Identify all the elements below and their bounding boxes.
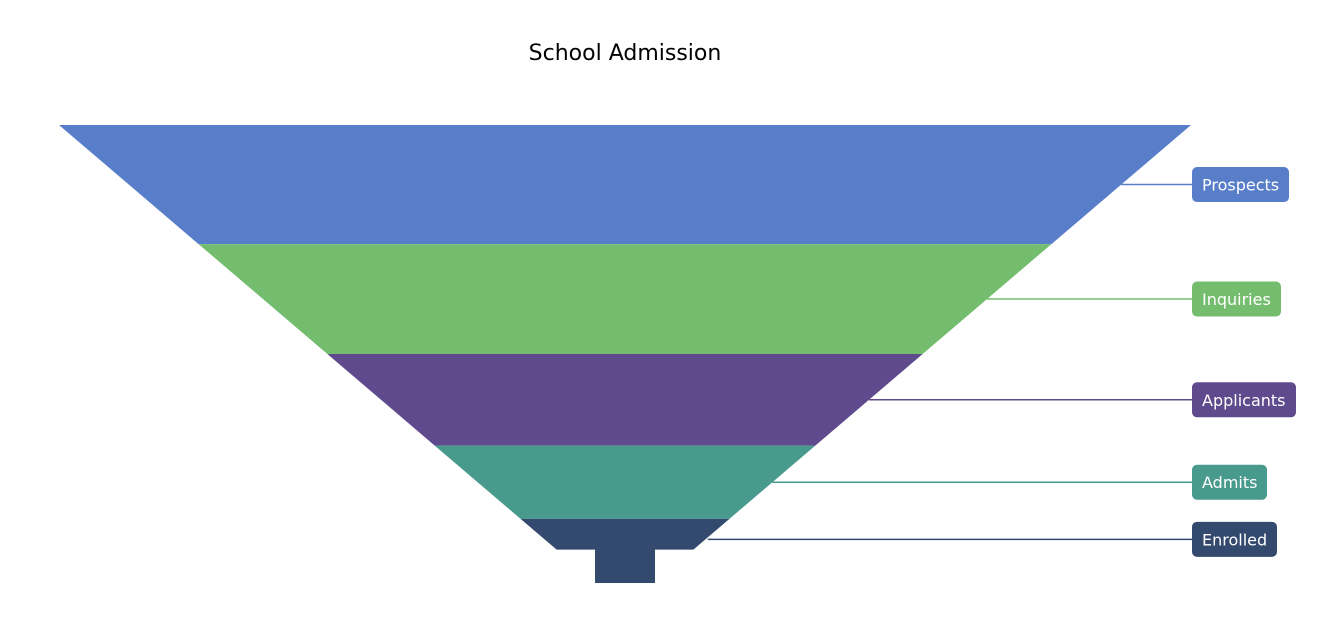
data-label-prospects: Prospects (1202, 176, 1279, 195)
data-label-box-prospects (1192, 167, 1289, 203)
funnel-segment-enrolled (520, 518, 730, 583)
data-label-box-inquiries (1192, 281, 1281, 317)
label-connectors (707, 183, 1192, 541)
data-label-admits: Admits (1202, 473, 1257, 492)
funnel-segment-applicants (327, 354, 923, 446)
chart-title: School Admission (529, 41, 722, 66)
data-label-inquiries: Inquiries (1202, 290, 1271, 309)
funnel-segment-prospects (59, 125, 1191, 245)
data-label-enrolled: Enrolled (1202, 530, 1267, 549)
funnel-segment-inquiries (198, 244, 1052, 354)
data-label-box-admits (1192, 464, 1267, 500)
data-label-applicants: Applicants (1202, 391, 1286, 410)
data-label-box-applicants (1192, 382, 1296, 418)
data-label-box-enrolled (1192, 521, 1277, 557)
funnel-segments (59, 125, 1191, 583)
data-labels: Prospects Inquiries Applicants Admits Enroll… (1192, 167, 1296, 557)
funnel-segment-admits (434, 445, 816, 519)
